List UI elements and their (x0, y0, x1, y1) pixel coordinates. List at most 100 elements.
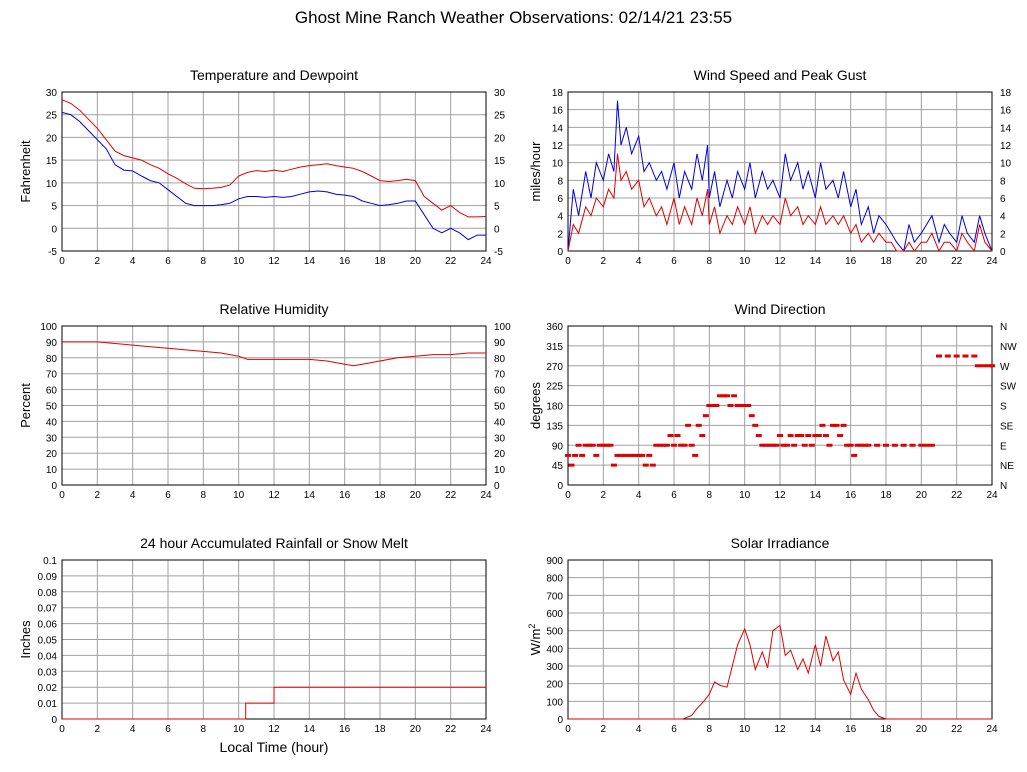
x-tick-label: 12 (774, 490, 786, 501)
y-tick-label: 300 (546, 662, 563, 673)
data-point (632, 453, 639, 457)
chart-title: Solar Irradiance (731, 535, 830, 551)
data-point (833, 423, 840, 427)
y-right-tick-label: SW (1000, 382, 1017, 393)
y-right-tick-label: 25 (494, 111, 506, 122)
y-right-tick-label: NE (1000, 461, 1014, 472)
x-tick-label: 24 (986, 256, 998, 267)
x-tick-label: 14 (304, 490, 316, 501)
y-right-tick-label: 0 (1000, 247, 1006, 258)
x-axis-label: Local Time (hour) (220, 739, 329, 755)
data-point (575, 443, 582, 447)
data-point (709, 404, 716, 407)
chart-title: Relative Humidity (220, 301, 329, 317)
data-point (702, 414, 709, 418)
chart-rain: 24 hour Accumulated Rainfall or Snow Mel… (18, 535, 492, 755)
x-tick-label: 0 (59, 490, 65, 501)
data-point (572, 453, 579, 457)
x-tick-label: 18 (880, 724, 892, 735)
y-right-tick-label: S (1000, 402, 1007, 413)
data-point (801, 443, 808, 447)
data-point (600, 443, 607, 447)
y-tick-label: 20 (46, 449, 58, 460)
y-tick-label: 50 (46, 402, 58, 413)
data-point (745, 404, 752, 407)
data-point (748, 414, 755, 418)
y-right-tick-label: 30 (494, 433, 506, 444)
x-tick-label: 12 (268, 256, 280, 267)
series-line-0 (62, 686, 486, 720)
data-point (663, 443, 670, 447)
plot-frame (61, 325, 487, 486)
x-tick-label: 24 (986, 724, 998, 735)
data-point (635, 453, 642, 457)
x-tick-label: 22 (951, 490, 963, 501)
series-line-1 (567, 153, 993, 253)
data-point (971, 354, 978, 358)
data-point (936, 354, 942, 358)
plot-frame (61, 91, 487, 252)
y-axis-label: Fahrenheit (18, 140, 33, 203)
y-right-tick-label: E (1000, 441, 1007, 452)
y-axis-label-sup: 2 (527, 624, 537, 629)
y-right-tick-label: 2 (1000, 229, 1006, 240)
y-tick-label: 12 (552, 141, 564, 152)
x-tick-label: 2 (95, 724, 101, 735)
y-tick-label: 0 (557, 247, 563, 258)
data-point (900, 443, 907, 447)
data-point (589, 443, 596, 447)
x-tick-label: 8 (201, 490, 207, 501)
data-point (731, 394, 738, 398)
y-tick-label: 6 (557, 194, 563, 205)
data-point (766, 443, 773, 447)
y-right-tick-label: 100 (494, 322, 511, 333)
y-right-tick-label: 10 (1000, 159, 1012, 170)
y-right-tick-label: 12 (1000, 141, 1012, 152)
y-right-tick-label: 60 (494, 386, 506, 397)
x-tick-label: 20 (410, 256, 422, 267)
data-point (837, 434, 844, 438)
data-point (695, 423, 702, 427)
y-right-tick-label: 14 (1000, 123, 1012, 134)
data-point (646, 453, 653, 457)
y-tick-label: 270 (546, 362, 563, 373)
data-point (642, 463, 649, 467)
y-tick-label: 2 (557, 229, 563, 240)
y-tick-label: 0.02 (38, 683, 58, 694)
y-right-tick-label: 10 (494, 465, 506, 476)
x-tick-label: 20 (916, 490, 928, 501)
x-tick-label: 14 (810, 724, 822, 735)
y-tick-label: 0 (51, 715, 57, 726)
series-line-0 (62, 341, 486, 367)
y-right-tick-label: 0 (494, 224, 500, 235)
x-tick-label: 8 (707, 490, 713, 501)
data-point (840, 423, 847, 427)
data-point (625, 453, 632, 457)
y-right-tick-label: 10 (494, 179, 506, 190)
y-right-tick-label: 90 (494, 338, 506, 349)
y-tick-label: 10 (46, 179, 58, 190)
data-point (699, 434, 706, 438)
y-tick-label: 80 (46, 354, 58, 365)
y-right-tick-label: NW (1000, 342, 1017, 353)
data-point (593, 453, 600, 457)
data-point (660, 443, 667, 447)
data-point (974, 364, 981, 368)
x-tick-label: 14 (304, 724, 316, 735)
data-point (565, 453, 571, 457)
x-tick-label: 10 (739, 724, 751, 735)
x-tick-label: 12 (268, 490, 280, 501)
y-tick-label: 225 (546, 382, 563, 393)
data-point (808, 443, 815, 447)
y-tick-label: 25 (46, 111, 58, 122)
x-tick-label: 2 (601, 256, 607, 267)
data-point (769, 443, 776, 447)
y-tick-label: 60 (46, 386, 58, 397)
y-tick-label: 0 (557, 715, 563, 726)
y-tick-label: 0.04 (38, 651, 58, 662)
data-point (851, 453, 858, 457)
x-tick-label: 8 (201, 724, 207, 735)
x-tick-label: 18 (880, 256, 892, 267)
data-point (681, 443, 688, 447)
